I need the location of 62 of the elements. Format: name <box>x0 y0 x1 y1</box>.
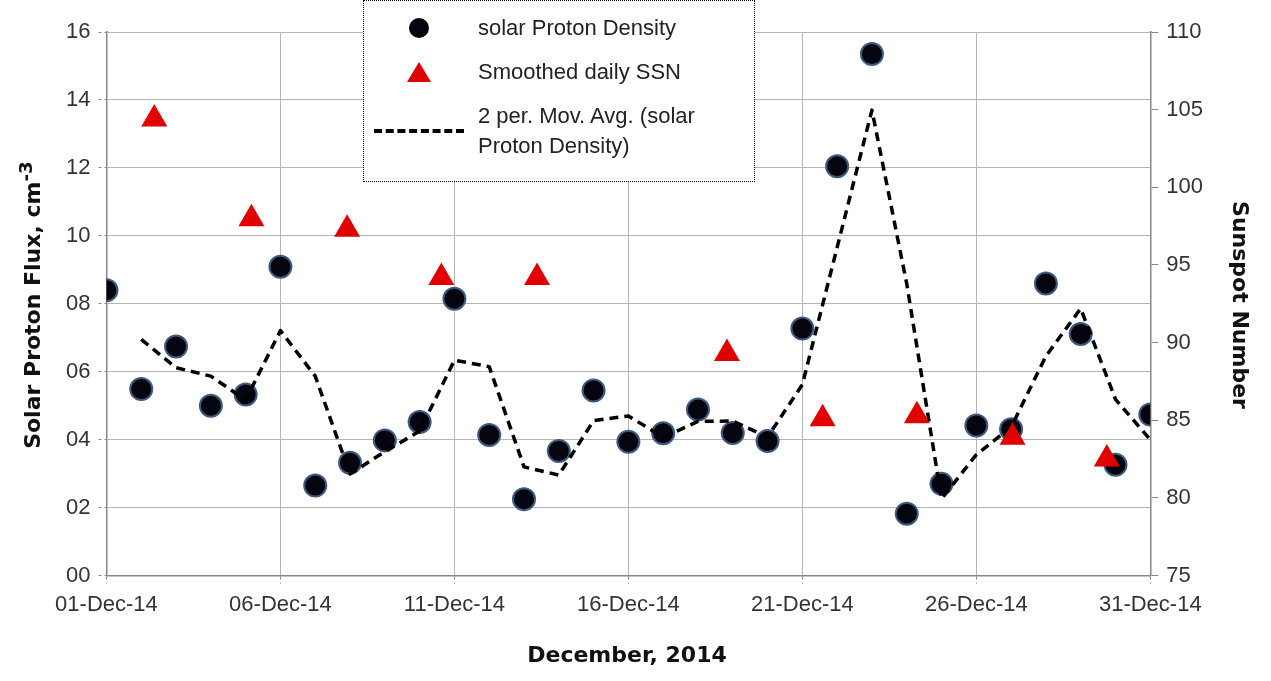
point <box>268 254 293 279</box>
y-tick-label: 06 <box>65 357 91 383</box>
x-axis-title: December, 2014 <box>527 642 727 667</box>
x-tick-label: 16-Dec-14 <box>577 590 680 616</box>
x-tick-label: 11-Dec-14 <box>403 590 505 616</box>
y2-tick-label: 105 <box>1166 95 1204 121</box>
point <box>720 420 745 445</box>
x-tick-label: 31-Dec-14 <box>1098 590 1202 616</box>
y-tick-label: 02 <box>65 493 91 519</box>
point <box>685 397 710 422</box>
point <box>372 428 397 453</box>
y-tick-label: 12 <box>65 153 91 179</box>
point <box>755 429 780 454</box>
x-tick-label: 01-Dec-14 <box>55 590 158 616</box>
point <box>1033 271 1058 296</box>
point <box>512 487 536 512</box>
y2-tick-label: 110 <box>1166 18 1202 44</box>
point <box>790 316 815 341</box>
y-tick-label: 00 <box>65 561 91 587</box>
legend-label: 2 per. Mov. Avg. (solar Proton Density) <box>478 102 696 160</box>
point <box>1068 322 1093 347</box>
point <box>546 438 571 463</box>
point <box>164 334 189 359</box>
point <box>894 501 919 526</box>
point <box>129 377 154 402</box>
point <box>1000 423 1025 445</box>
x-tick-label: 06-Dec-14 <box>229 590 332 616</box>
y2-axis-title: Sunspot Number <box>1227 201 1253 409</box>
point <box>1094 445 1120 467</box>
point <box>714 339 740 361</box>
y2-tick-label: 100 <box>1166 173 1204 199</box>
legend-label: Smoothed daily SSN <box>478 58 681 86</box>
point <box>334 215 360 237</box>
point <box>581 378 606 403</box>
point <box>810 404 835 427</box>
point <box>859 42 884 67</box>
y2-tick-label: 90 <box>1166 328 1191 354</box>
point <box>429 263 454 285</box>
point <box>198 393 223 418</box>
y-tick-label: 14 <box>65 86 91 112</box>
point <box>616 429 641 454</box>
y2-tick-label: 80 <box>1166 484 1191 510</box>
point <box>524 263 550 285</box>
point <box>825 154 850 179</box>
y2-tick-label: 75 <box>1166 561 1191 587</box>
y-tick-label: 10 <box>65 221 91 247</box>
point <box>904 401 930 424</box>
legend-label: solar Proton Density <box>478 14 677 42</box>
point <box>142 104 167 127</box>
point <box>303 473 328 498</box>
point <box>442 286 467 311</box>
point <box>239 204 264 227</box>
line-series <box>139 108 1151 501</box>
x-tick-label: 21-Dec-14 <box>750 590 854 616</box>
x-tick-label: 26-Dec-14 <box>924 590 1028 616</box>
y2-tick-label: 85 <box>1166 406 1191 432</box>
y-tick-label: 04 <box>65 425 91 451</box>
point <box>477 422 502 447</box>
y2-tick-label: 95 <box>1166 251 1191 277</box>
point <box>964 413 989 438</box>
y-tick-label: 16 <box>65 18 91 44</box>
y-tick-label: 08 <box>65 289 91 315</box>
